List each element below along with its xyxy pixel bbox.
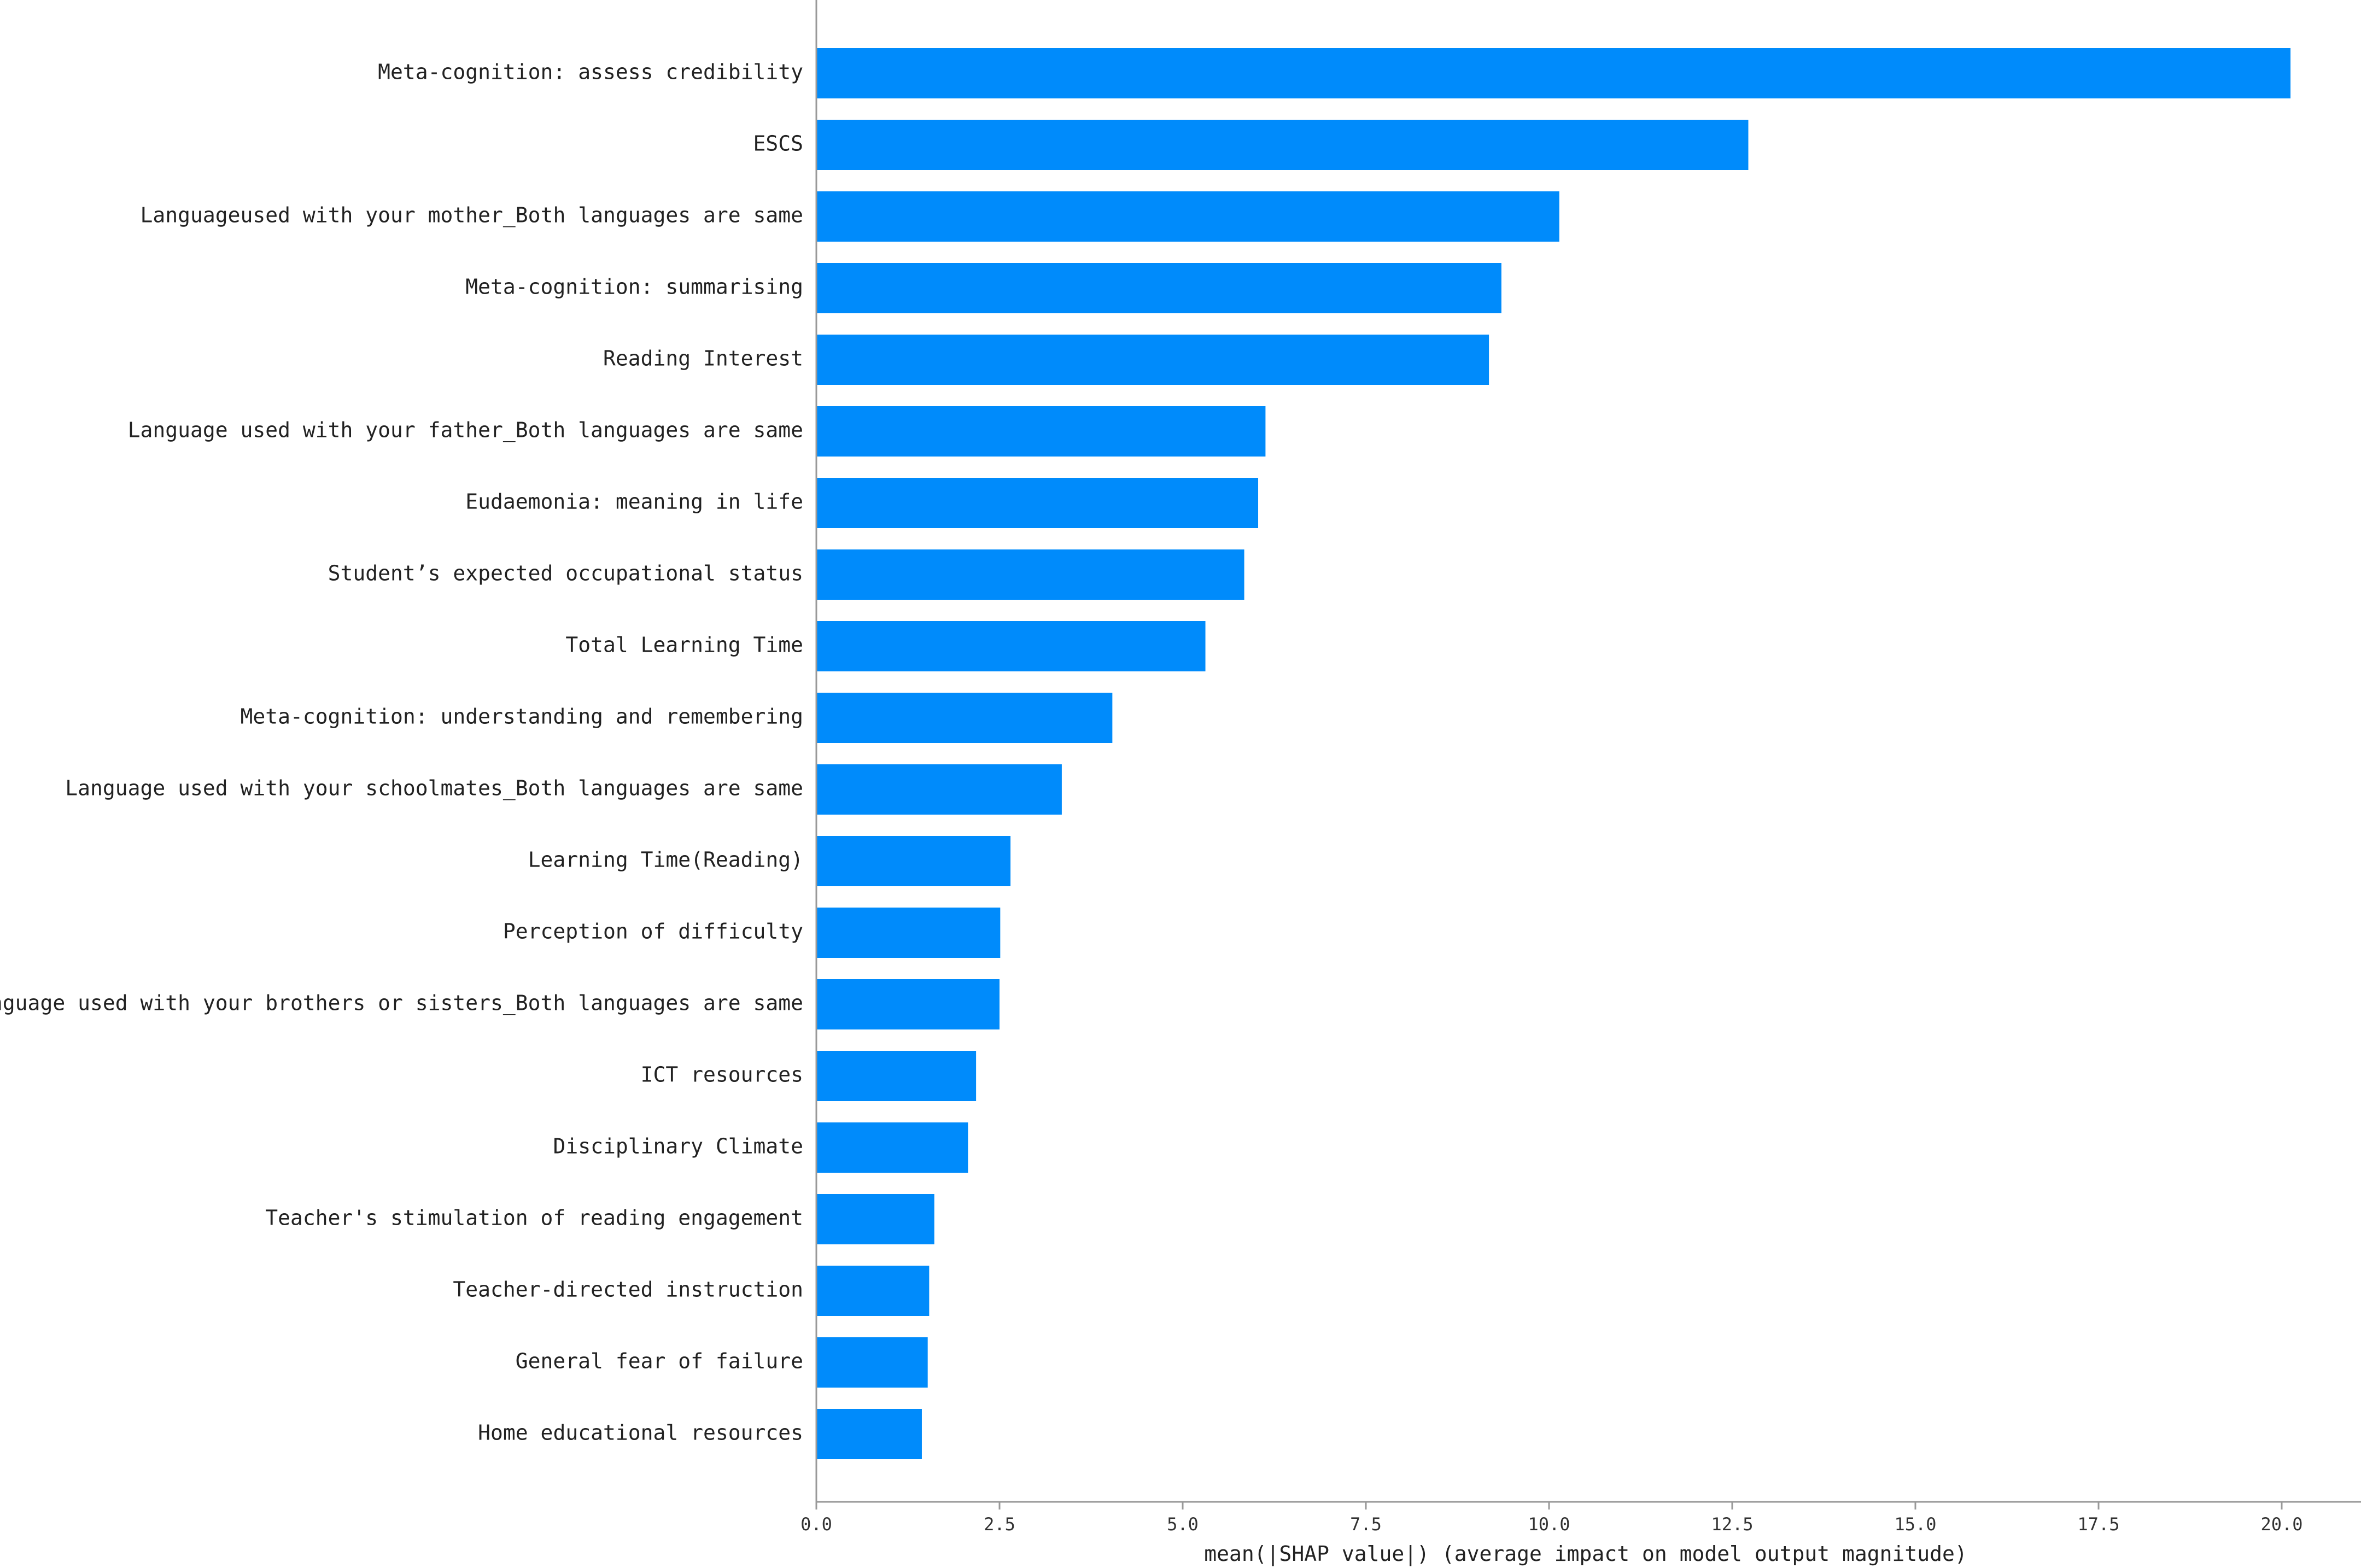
bar [816,191,1559,242]
x-ticks-group: 0.0 2.5 5.0 7.5 10.0 12.5 15.0 17.5 20.0 [800,1502,2303,1535]
bar [816,48,2291,98]
bar [816,979,1000,1029]
category-label: Perception of difficulty [503,920,803,944]
category-label: Teacher-directed instruction [453,1278,803,1302]
bar [816,1337,928,1388]
category-label: Language used with your schoolmates_Both… [65,776,803,801]
x-tick-label: 17.5 [2077,1514,2119,1535]
bar [816,406,1266,457]
x-tick-label: 10.0 [1528,1514,1570,1535]
x-axis-title: mean(|SHAP value|) (average impact on mo… [1204,1542,1967,1566]
x-tick-label: 7.5 [1350,1514,1382,1535]
bar [816,693,1113,743]
category-label: Total Learning Time [565,633,803,657]
x-tick-label: 20.0 [2260,1514,2302,1535]
bar [816,621,1206,671]
bar [816,1194,934,1244]
category-label: Meta-cognition: understanding and rememb… [240,705,803,729]
bar [816,335,1489,385]
category-label: Eudaemonia: meaning in life [465,490,803,514]
category-label: Learning Time(Reading) [528,848,803,872]
bar [816,1122,968,1173]
category-label: Languageused with your mother_Both langu… [140,203,803,228]
x-tick-label: 15.0 [1894,1514,1936,1535]
x-tick-label: 0.0 [800,1514,832,1535]
bar [816,478,1259,528]
category-label: Reading Interest [603,347,803,371]
bar [816,1051,977,1101]
category-label: General fear of failure [516,1349,803,1373]
category-label: Teacher's stimulation of reading engagem… [265,1206,803,1230]
bar [816,836,1011,886]
bar [816,908,1001,958]
category-labels-group: Meta-cognition: assess credibility ESCS La… [0,60,803,1445]
category-label: Meta-cognition: summarising [465,275,803,299]
category-label: Student’s expected occupational status [328,561,803,586]
bar [816,263,1501,313]
bar [816,1409,922,1459]
x-tick-label: 2.5 [984,1514,1015,1535]
x-tick-label: 12.5 [1711,1514,1753,1535]
x-tick-label: 5.0 [1167,1514,1199,1535]
category-label: ICT resources [641,1063,803,1087]
bar [816,1266,930,1316]
category-label: Language used with your father_Both lang… [128,418,803,443]
category-label: Disciplinary Climate [553,1134,803,1159]
category-label: Meta-cognition: assess credibility [378,60,803,84]
category-label: ESCS [753,132,803,156]
bar [816,120,1749,170]
bar [816,549,1244,600]
category-label: Language used with your brothers or sist… [0,991,803,1016]
bars-group [816,48,2291,1459]
bar [816,764,1062,815]
category-label: Home educational resources [478,1421,803,1445]
